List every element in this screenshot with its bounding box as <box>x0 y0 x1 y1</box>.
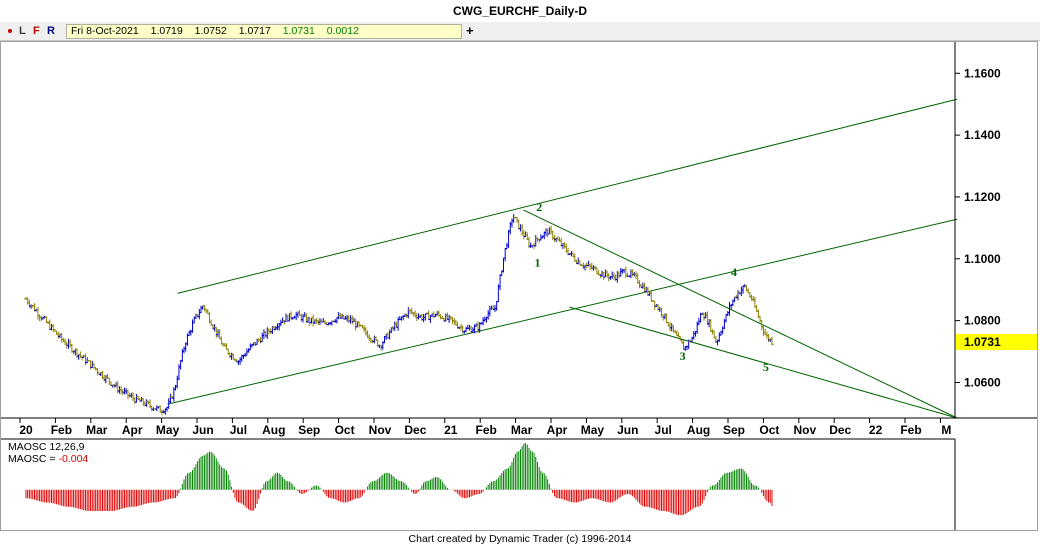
channel-line <box>167 218 958 405</box>
x-tick-label: M <box>941 423 951 437</box>
x-tick-label: Feb <box>51 423 72 437</box>
channel-line <box>523 209 958 419</box>
oscillator-panel <box>25 439 956 530</box>
last-price-box <box>956 333 1037 350</box>
wave-label: 4 <box>731 265 737 279</box>
record-dot-icon[interactable] <box>6 22 14 46</box>
x-tick-label: Sep <box>723 423 745 437</box>
chart-canvas[interactable]: 1 2 3 4 5 1.1600 1.1400 1.1200 1.1000 1.0800 1.06… <box>1 42 1037 530</box>
price-bars <box>24 214 774 416</box>
ohlc-bar <box>769 336 774 346</box>
x-tick-label: Feb <box>900 423 921 437</box>
channel-line <box>569 306 958 419</box>
x-tick-label: Jun <box>192 423 213 437</box>
indicator-value: -0.004 <box>58 453 89 465</box>
x-tick-label: Oct <box>759 423 779 437</box>
indicator-value-line: MAOSC = -0.004 <box>8 453 88 465</box>
y-tick-label: 1.0800 <box>964 314 1001 328</box>
x-tick-label: Oct <box>335 423 355 437</box>
x-tick-label: Dec <box>829 423 851 437</box>
chart-frame: 1 2 3 4 5 1.1600 1.1400 1.1200 1.1000 1.0800 1.06… <box>0 41 1038 531</box>
f-button[interactable]: F <box>33 25 40 37</box>
wave-label: 5 <box>763 360 769 374</box>
quote-close: 1.0731 <box>282 25 315 37</box>
quote-low: 1.0717 <box>238 25 271 37</box>
x-tick-label: 21 <box>444 423 458 437</box>
price-axis: 1.1600 1.1400 1.1200 1.1000 1.0800 1.0600 1.07… <box>954 42 1037 418</box>
x-tick-label: Aug <box>687 423 710 437</box>
date-axis: 20 Feb Mar Apr May Jun Jul Aug Sep Oct Nov Dec 21 Feb… <box>1 417 1037 440</box>
x-tick-label: Feb <box>476 423 497 437</box>
indicator-legend: MAOSC 12,26,9 MAOSC = -0.004 <box>8 441 88 465</box>
dot-mark <box>8 29 12 33</box>
add-plus-button[interactable]: + <box>466 23 474 38</box>
x-tick-label: Nov <box>369 423 392 437</box>
x-tick-label: Aug <box>262 423 285 437</box>
indicator-name: MAOSC 12,26,9 <box>8 441 85 453</box>
x-tick-label: Nov <box>793 423 816 437</box>
dot-svg <box>8 29 12 33</box>
quote-open: 1.0719 <box>150 25 183 37</box>
footer-credit: Chart created by Dynamic Trader (c) 1996… <box>0 531 1040 547</box>
x-tick-label: Mar <box>511 423 533 437</box>
wave-label: 2 <box>536 200 542 214</box>
quote-readout: Fri 8-Oct-2021 1.0719 1.0752 1.0717 1.07… <box>66 24 462 39</box>
y-tick-label: 1.0600 <box>964 375 1001 389</box>
x-tick-label: 20 <box>19 423 33 437</box>
x-tick-label: Apr <box>547 423 568 437</box>
r-button[interactable]: R <box>47 25 55 37</box>
y-tick-label: 1.1600 <box>964 66 1001 80</box>
y-tick-label: 1.1000 <box>964 252 1001 266</box>
x-tick-label: Apr <box>122 423 143 437</box>
chart-window-title: CWG_EURCHF_Daily-D <box>0 0 1040 23</box>
x-tick-label: Jul <box>655 423 672 437</box>
x-tick-label: Mar <box>86 423 108 437</box>
y-tick-label: 1.1200 <box>964 190 1001 204</box>
oscillator-histogram <box>25 443 773 516</box>
quote-high: 1.0752 <box>194 25 227 37</box>
wave-label: 1 <box>535 256 541 270</box>
y-tick-label: 1.1400 <box>964 128 1001 142</box>
x-tick-label: May <box>581 423 605 437</box>
x-tick-label: Jul <box>230 423 247 437</box>
x-tick-label: Dec <box>404 423 426 437</box>
quote-change: 0.0012 <box>326 25 359 37</box>
l-button[interactable]: L <box>19 25 26 37</box>
x-tick-label: Jun <box>617 423 638 437</box>
x-tick-label: 22 <box>869 423 883 437</box>
x-tick-label: Sep <box>298 423 320 437</box>
indicator-value-prefix: MAOSC = <box>8 453 59 465</box>
price-panel: 1 2 3 4 5 <box>24 98 958 419</box>
quote-date: Fri 8-Oct-2021 <box>71 25 139 37</box>
channel-line <box>177 98 958 294</box>
chart-toolbar: L F R Fri 8-Oct-2021 1.0719 1.0752 1.071… <box>0 22 1040 41</box>
last-price-label: 1.0731 <box>964 335 1001 349</box>
wave-label: 3 <box>680 349 686 363</box>
x-tick-label: May <box>156 423 180 437</box>
